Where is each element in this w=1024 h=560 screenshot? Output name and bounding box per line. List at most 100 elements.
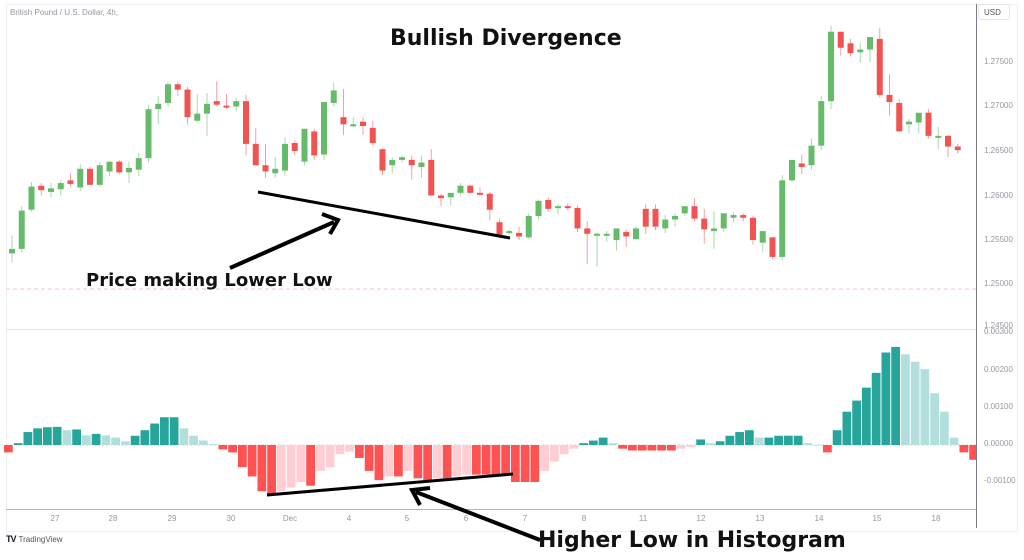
candle[interactable] [379, 148, 386, 176]
candle[interactable] [116, 159, 123, 175]
candle[interactable] [262, 143, 269, 178]
candle[interactable] [798, 154, 805, 175]
candle[interactable] [438, 193, 444, 207]
candle[interactable] [457, 183, 464, 196]
candle[interactable] [496, 218, 503, 236]
candle[interactable] [847, 38, 854, 57]
candle[interactable] [126, 161, 132, 184]
candle[interactable] [759, 231, 766, 252]
candle[interactable] [740, 213, 747, 222]
candle[interactable] [750, 215, 756, 245]
currency-button[interactable]: USD [978, 4, 1010, 20]
candle[interactable] [369, 120, 376, 146]
candle[interactable] [701, 208, 708, 244]
candle[interactable] [691, 198, 698, 222]
candle[interactable] [789, 159, 795, 183]
candle[interactable] [233, 97, 240, 111]
candle[interactable] [291, 140, 298, 156]
candle[interactable] [779, 175, 786, 261]
candle[interactable] [408, 155, 415, 180]
candle[interactable] [204, 93, 210, 136]
candle[interactable] [769, 237, 776, 259]
candle[interactable] [477, 187, 483, 196]
candle[interactable] [730, 212, 737, 223]
candle[interactable] [574, 205, 581, 232]
candle[interactable] [145, 104, 152, 163]
candle[interactable] [282, 137, 288, 176]
candle[interactable] [428, 149, 435, 196]
candle[interactable] [954, 143, 961, 154]
candle[interactable] [711, 211, 717, 249]
candle[interactable] [584, 221, 591, 265]
candle[interactable] [818, 95, 825, 151]
candle[interactable] [67, 173, 74, 187]
candle[interactable] [867, 37, 873, 62]
candle[interactable] [38, 183, 45, 196]
candle[interactable] [272, 157, 279, 178]
candle[interactable] [194, 94, 201, 123]
candle[interactable] [555, 204, 561, 215]
candle[interactable] [184, 86, 191, 125]
candle[interactable] [681, 206, 688, 216]
candle[interactable] [330, 82, 337, 107]
candle[interactable] [350, 117, 357, 127]
candle[interactable] [18, 206, 25, 253]
candle[interactable] [447, 192, 454, 206]
candle[interactable] [896, 99, 903, 132]
candle[interactable] [418, 155, 425, 178]
candle[interactable] [613, 228, 620, 251]
candle[interactable] [77, 164, 84, 192]
pane-divider[interactable] [6, 329, 976, 330]
candle[interactable] [828, 25, 834, 110]
candle[interactable] [906, 118, 912, 134]
candle[interactable] [808, 138, 815, 170]
candle[interactable] [467, 184, 474, 194]
candle[interactable] [213, 81, 220, 107]
candle[interactable] [633, 226, 639, 240]
candle[interactable] [935, 126, 942, 150]
candle[interactable] [672, 213, 678, 227]
candle[interactable] [360, 117, 366, 135]
candlestick-chart[interactable] [0, 0, 976, 330]
candle[interactable] [48, 183, 54, 198]
candle[interactable] [886, 74, 893, 116]
candle[interactable] [915, 112, 922, 134]
candle[interactable] [652, 204, 659, 231]
candle[interactable] [389, 157, 396, 174]
candle[interactable] [96, 161, 103, 187]
candle[interactable] [9, 235, 15, 263]
candle[interactable] [301, 128, 308, 166]
candle[interactable] [165, 81, 171, 107]
candle[interactable] [594, 232, 600, 267]
candle[interactable] [603, 231, 610, 242]
candle[interactable] [516, 226, 522, 240]
candle[interactable] [876, 28, 883, 98]
candle[interactable] [662, 215, 669, 233]
candle[interactable] [486, 191, 493, 221]
tradingview-logo[interactable]: TV TradingView [6, 534, 63, 544]
candle[interactable] [174, 81, 181, 96]
candle[interactable] [545, 197, 552, 212]
candle[interactable] [321, 102, 327, 160]
candle[interactable] [857, 42, 864, 62]
candle[interactable] [106, 161, 113, 176]
candle[interactable] [252, 127, 259, 166]
candle[interactable] [525, 213, 532, 240]
candle[interactable] [57, 180, 64, 196]
candle[interactable] [223, 94, 230, 110]
candle[interactable] [945, 134, 951, 158]
candle[interactable] [243, 94, 249, 156]
candle[interactable] [837, 31, 844, 56]
candle[interactable] [623, 229, 630, 248]
candle[interactable] [506, 229, 513, 235]
candle[interactable] [340, 88, 347, 135]
candle[interactable] [642, 204, 649, 234]
candle[interactable] [28, 182, 35, 212]
candle[interactable] [399, 155, 405, 163]
candle[interactable] [311, 128, 318, 160]
macd-histogram-chart[interactable] [0, 0, 976, 510]
candle[interactable] [135, 152, 142, 176]
candle[interactable] [155, 95, 162, 125]
candle[interactable] [535, 199, 542, 220]
candle[interactable] [720, 213, 727, 232]
